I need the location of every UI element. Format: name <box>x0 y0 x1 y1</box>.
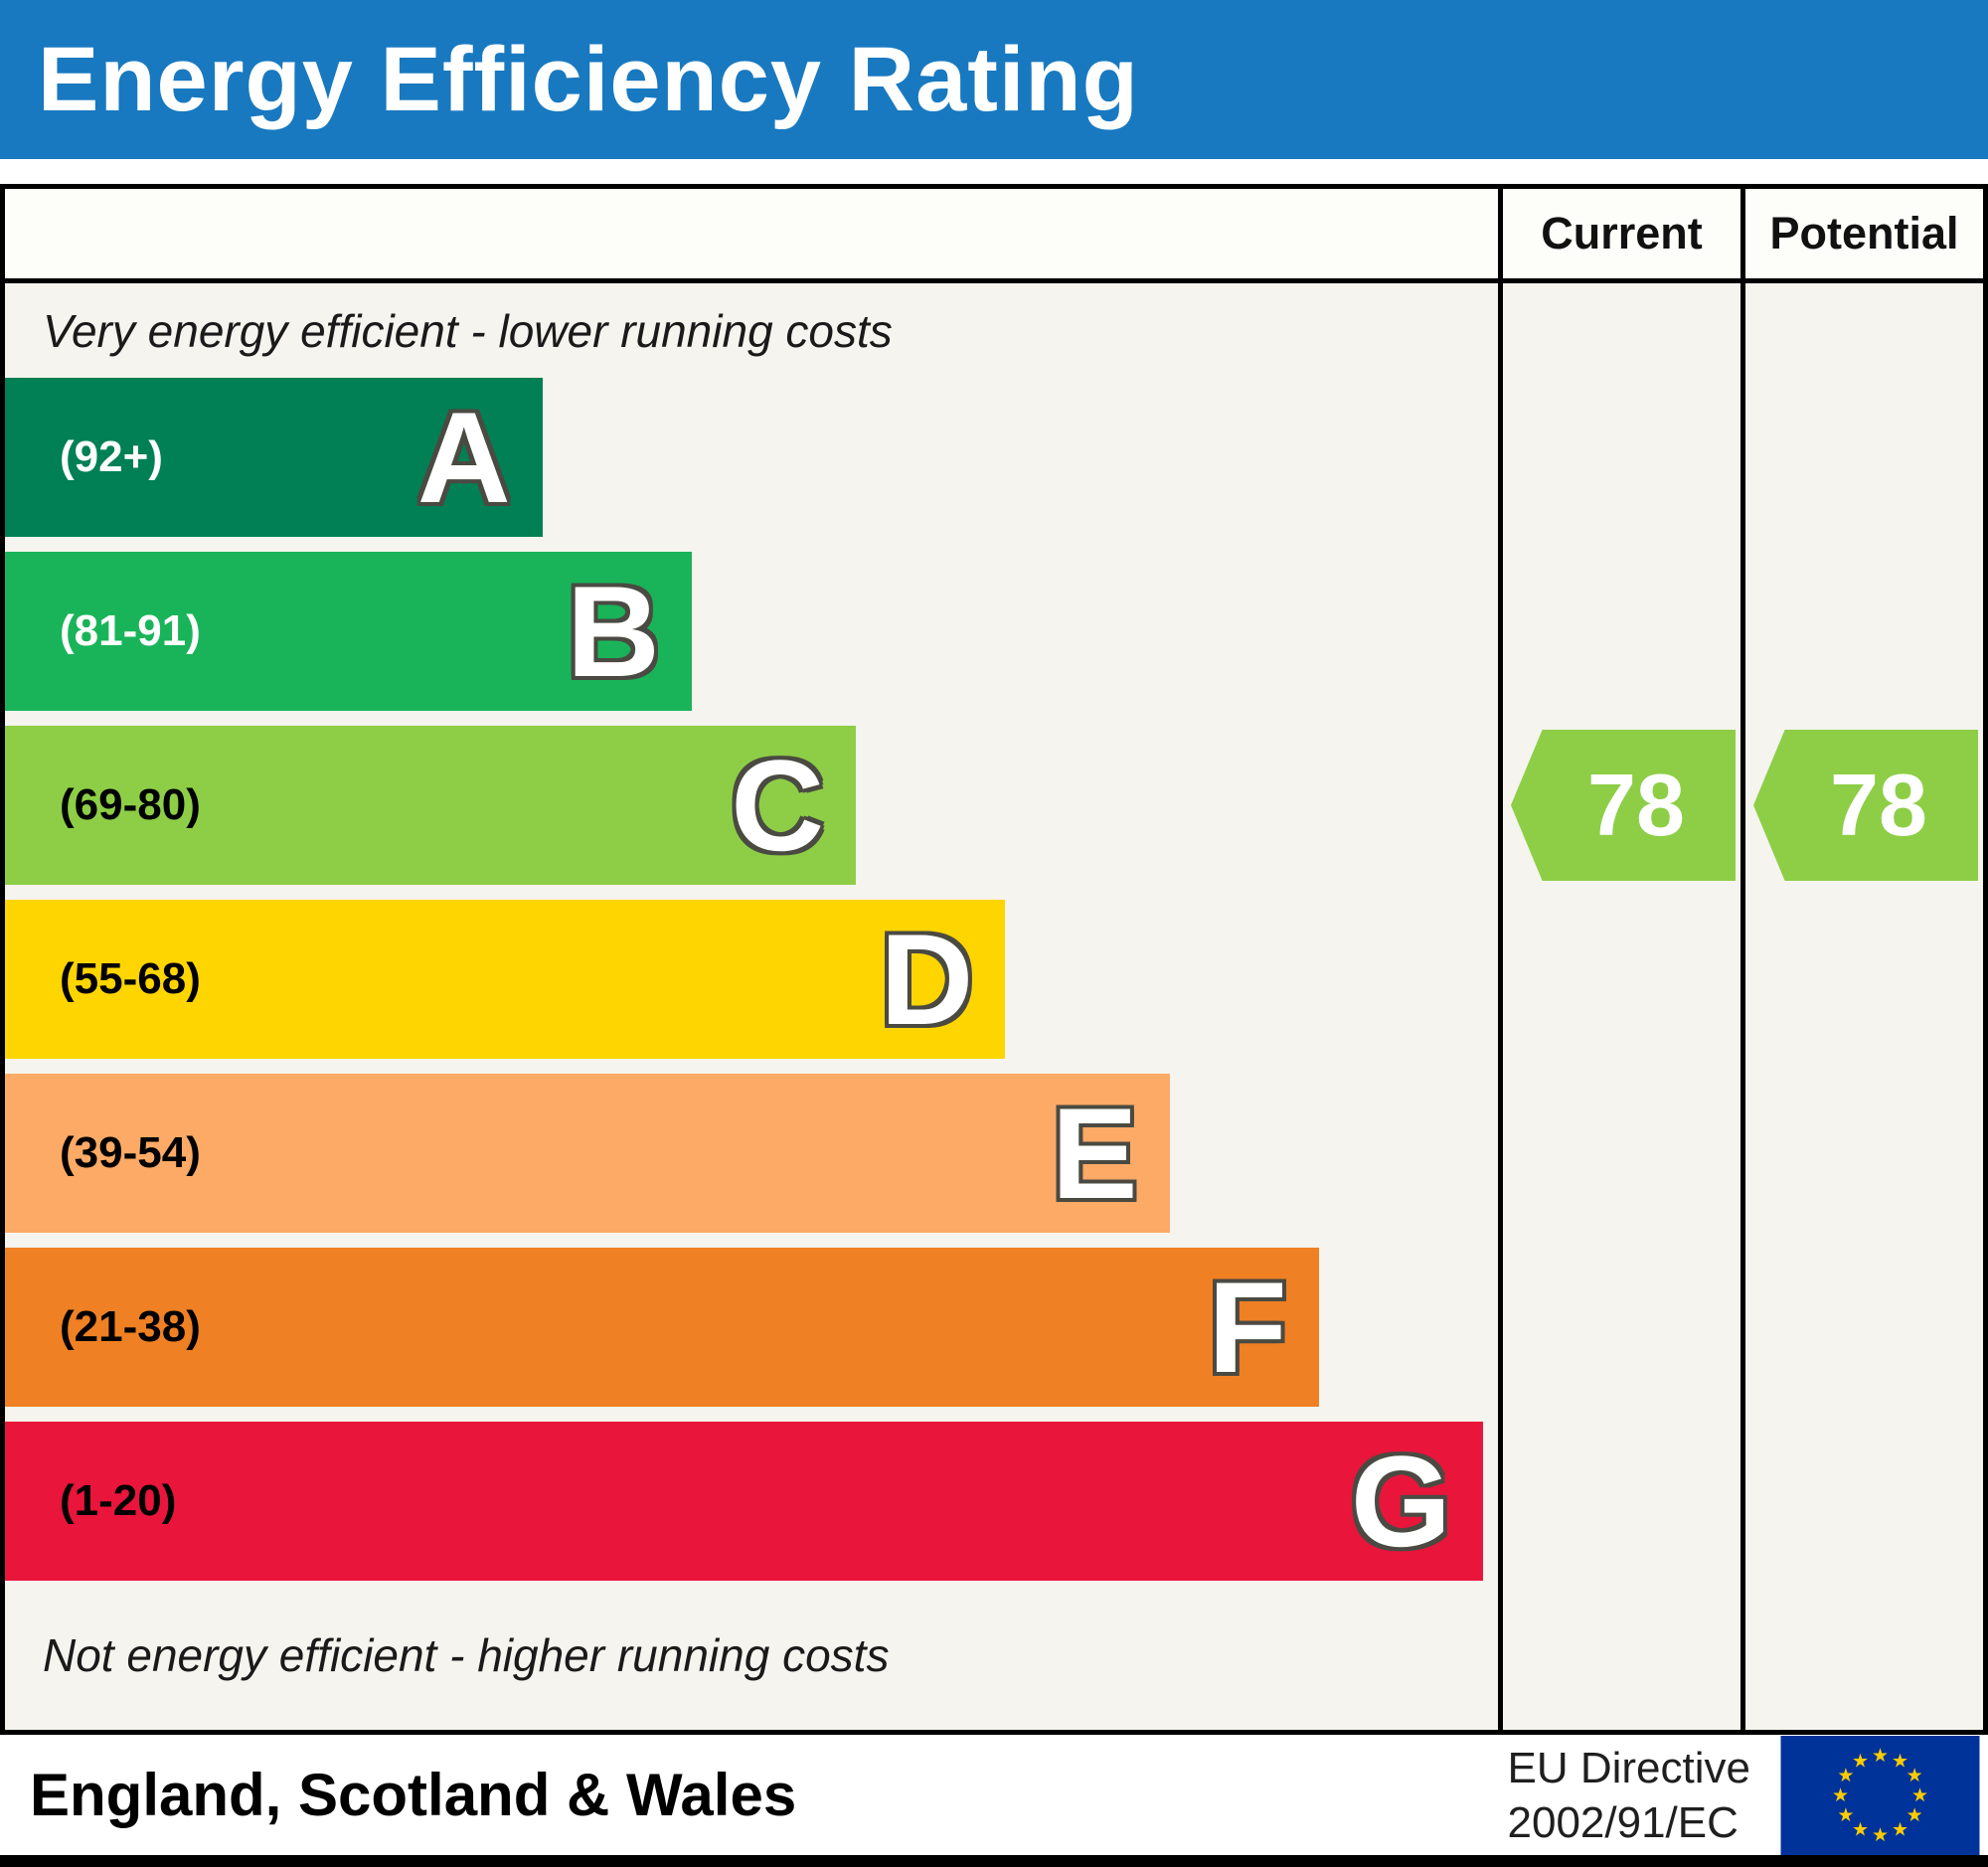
band-g-bar: (1-20) G <box>5 1422 1483 1581</box>
band-c-bar: (69-80) C <box>5 726 857 885</box>
note-very-efficient: Very energy efficient - lower running co… <box>43 304 893 357</box>
potential-rating-arrow: 78 <box>1753 730 1978 881</box>
band-e-letter: E <box>1051 1081 1138 1226</box>
band-d-range: (55-68) <box>60 954 201 1003</box>
svg-text:★: ★ <box>1906 1765 1923 1786</box>
band-a-bar: (92+) A <box>5 378 543 537</box>
current-column: 78 <box>1498 283 1740 1730</box>
svg-text:★: ★ <box>1872 1745 1889 1767</box>
band-b-bar: (81-91) B <box>5 552 692 711</box>
band-e-bar: (39-54) E <box>5 1074 1170 1233</box>
eu-directive-line2: 2002/91/EC <box>1507 1797 1739 1847</box>
eu-directive-line1: EU Directive <box>1507 1743 1751 1792</box>
potential-column-header: Potential <box>1740 189 1983 283</box>
band-f-letter: F <box>1208 1255 1287 1400</box>
current-rating-arrow: 78 <box>1511 730 1736 881</box>
page-title: Energy Efficiency Rating <box>38 28 1139 130</box>
band-a-letter: A <box>416 385 511 530</box>
svg-text:★: ★ <box>1872 1824 1889 1846</box>
band-b-letter: B <box>567 559 660 704</box>
svg-text:★: ★ <box>1852 1750 1869 1772</box>
band-g-range: (1-20) <box>60 1476 177 1525</box>
band-c-letter: C <box>731 733 825 878</box>
svg-text:★: ★ <box>1837 1804 1854 1826</box>
rating-bars: (92+) A (81-91) B (69-80) C (55-68) D (3… <box>5 378 1498 1581</box>
footer: England, Scotland & Wales EU Directive 2… <box>0 1735 1988 1867</box>
eu-flag-icon: ★ ★ ★ ★ ★ ★ ★ ★ ★ ★ ★ ★ <box>1780 1735 1980 1855</box>
band-d-letter: D <box>880 907 974 1052</box>
band-chart: Very energy efficient - lower running co… <box>5 283 1498 1730</box>
svg-text:★: ★ <box>1892 1750 1908 1772</box>
band-d-bar: (55-68) D <box>5 900 1006 1059</box>
current-column-header: Current <box>1498 189 1740 283</box>
svg-text:★: ★ <box>1852 1818 1869 1840</box>
rating-table: Current Potential Very energy efficient … <box>0 184 1988 1735</box>
potential-rating-value: 78 <box>1830 756 1927 854</box>
svg-text:★: ★ <box>1837 1765 1854 1786</box>
svg-text:★: ★ <box>1892 1818 1908 1840</box>
band-a-range: (92+) <box>60 432 163 481</box>
eu-directive-label: EU Directive 2002/91/EC <box>1508 1741 1751 1850</box>
region-label: England, Scotland & Wales <box>30 1762 797 1828</box>
svg-text:★: ★ <box>1911 1784 1928 1806</box>
footer-right: EU Directive 2002/91/EC ★ ★ ★ ★ ★ ★ ★ ★ … <box>1508 1735 1983 1855</box>
band-f-bar: (21-38) F <box>5 1248 1319 1407</box>
title-bar: Energy Efficiency Rating <box>0 0 1988 159</box>
potential-column: 78 <box>1740 283 1983 1730</box>
note-not-efficient: Not energy efficient - higher running co… <box>43 1629 890 1681</box>
spacer <box>0 159 1988 184</box>
band-c-range: (69-80) <box>60 780 201 829</box>
band-b-range: (81-91) <box>60 606 201 655</box>
band-g-letter: G <box>1350 1429 1451 1574</box>
corner-cell <box>5 189 1498 283</box>
current-rating-value: 78 <box>1587 756 1685 854</box>
svg-text:★: ★ <box>1832 1784 1849 1806</box>
band-f-range: (21-38) <box>60 1302 201 1351</box>
svg-text:★: ★ <box>1906 1804 1923 1826</box>
band-e-range: (39-54) <box>60 1128 201 1177</box>
